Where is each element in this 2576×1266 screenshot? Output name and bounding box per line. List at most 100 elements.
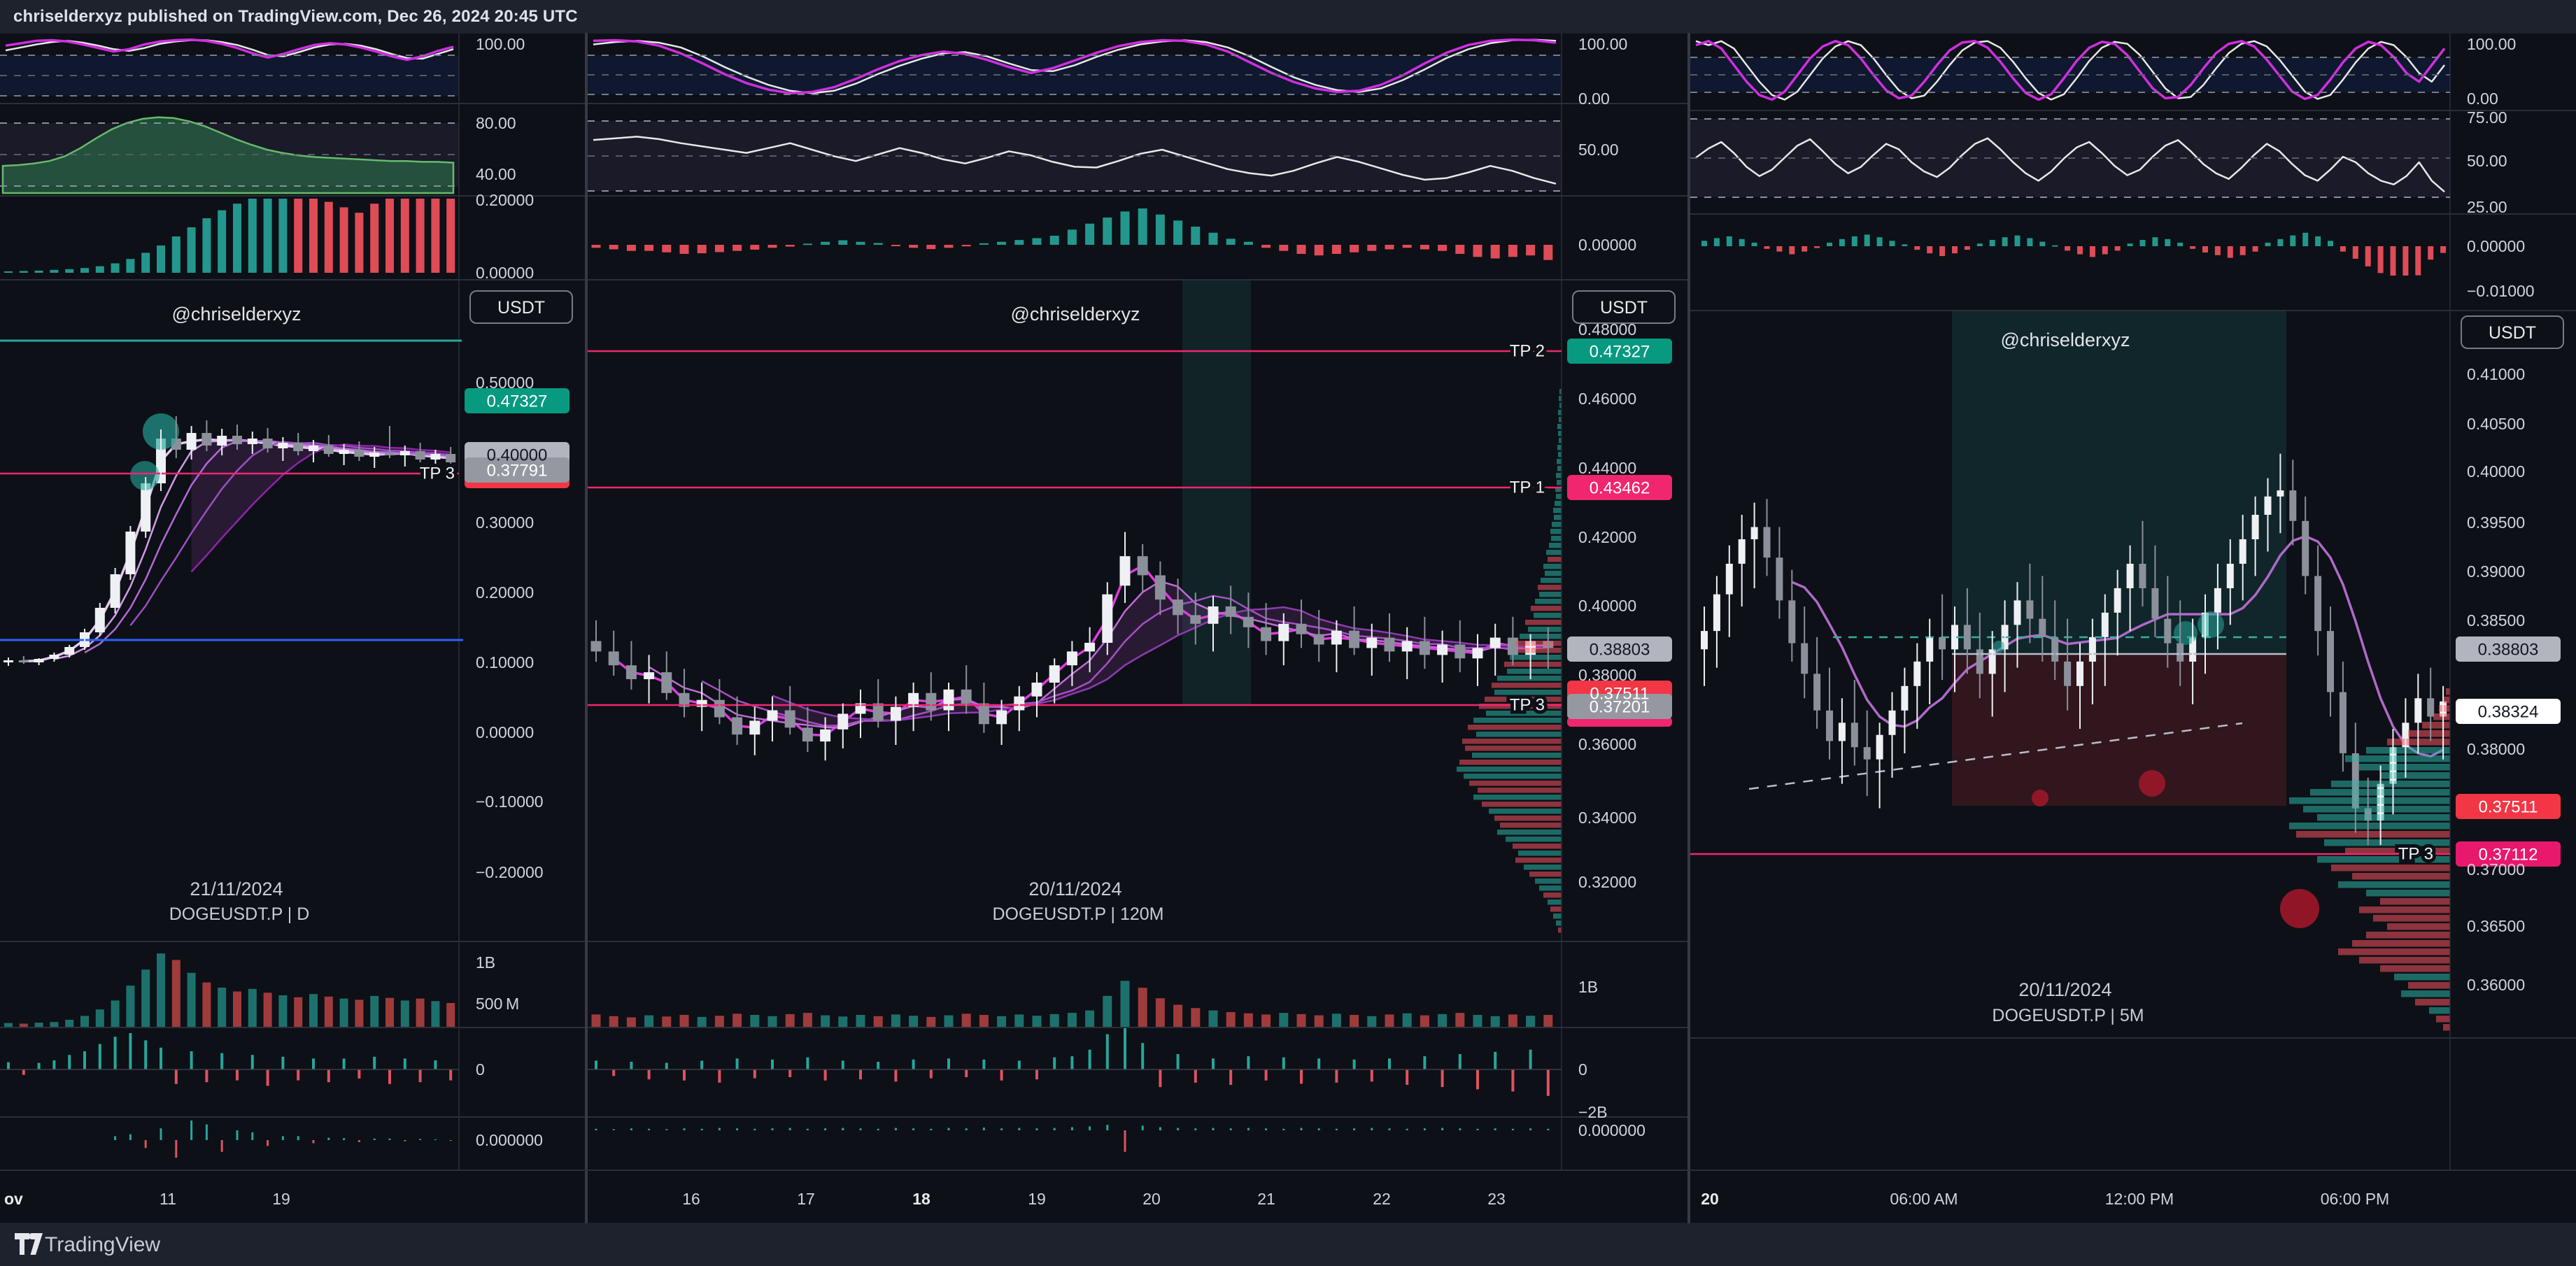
- cvd-bar: [297, 1136, 299, 1140]
- histogram-bar: [1032, 238, 1042, 245]
- volume-bar: [19, 1023, 28, 1027]
- histogram-bar: [2390, 246, 2396, 276]
- histogram-bar: [1851, 236, 1857, 246]
- histogram-bar: [446, 199, 455, 273]
- histogram-bar: [873, 243, 883, 245]
- profile-bar: [1500, 823, 1562, 828]
- histogram-bar: [1350, 245, 1359, 253]
- profile-bar: [1457, 767, 1562, 772]
- delta-bar: [1441, 1069, 1444, 1088]
- cvd-layer: [114, 1121, 452, 1158]
- volume-bar: [324, 996, 333, 1027]
- currency-button[interactable]: [469, 290, 573, 324]
- volume-bar: [750, 1015, 760, 1027]
- histogram-bar: [385, 199, 394, 273]
- delta-bar: [1229, 1069, 1233, 1085]
- cvd-bar: [1371, 1128, 1373, 1130]
- price-badge: [1567, 636, 1672, 662]
- volume-bar: [997, 1016, 1007, 1027]
- histogram-bar: [714, 245, 724, 253]
- volume-bar: [1049, 1013, 1059, 1027]
- cvd-bar: [648, 1128, 651, 1130]
- delta-bar: [1529, 1049, 1532, 1070]
- price-badge-value: 0.40000: [487, 446, 548, 465]
- delta-bar: [788, 1069, 792, 1077]
- volume-bar: [111, 1000, 120, 1027]
- profile-bar: [1497, 676, 1562, 681]
- delta-bar: [190, 1051, 193, 1069]
- panel-divider: [585, 33, 588, 1223]
- time-axis-label: 20: [1701, 1190, 1719, 1208]
- profile-bar: [2331, 865, 2450, 872]
- histogram-bar: [1739, 239, 1745, 246]
- time-axis-label: 06:00 PM: [2321, 1190, 2389, 1208]
- time-axis-label: 11: [160, 1190, 176, 1208]
- delta-bar: [859, 1069, 862, 1080]
- cvd-bar: [788, 1128, 791, 1130]
- currency-button[interactable]: [2461, 315, 2564, 349]
- histogram-bar: [50, 269, 59, 273]
- cvd-bar: [1194, 1128, 1197, 1130]
- price-badge: [2456, 636, 2561, 662]
- histogram-bar: [2239, 246, 2246, 255]
- currency-button-label[interactable]: USDT: [1600, 298, 1648, 318]
- time-axis-label: 20: [1142, 1190, 1161, 1208]
- histogram-bar: [2328, 241, 2333, 246]
- histogram-bar: [2165, 239, 2171, 246]
- currency-button[interactable]: [1572, 290, 1676, 324]
- histogram-bar: [431, 199, 440, 273]
- delta-bar: [1511, 1069, 1515, 1092]
- volume-bar: [1473, 1015, 1482, 1027]
- price-axis-label: 0.42000: [1578, 528, 1636, 546]
- volume-bar: [1103, 995, 1112, 1027]
- volume-bar: [1490, 1016, 1500, 1027]
- profile-bar: [1555, 487, 1562, 492]
- delta-bar: [129, 1033, 132, 1069]
- histogram-bar: [679, 245, 689, 254]
- delta-bar: [595, 1060, 597, 1069]
- histogram-bar: [821, 241, 830, 245]
- time-axis-label: 18: [912, 1190, 930, 1208]
- histogram-bar: [1191, 227, 1201, 245]
- profile-bar: [1554, 515, 1562, 520]
- chart-panel-h2: [588, 33, 1687, 1223]
- profile-bar: [2303, 806, 2450, 813]
- profile-bar: [1550, 529, 1562, 534]
- watermark-symbol: DOGEUSDT.P | D: [169, 904, 310, 924]
- osc2-white-line: [593, 136, 1557, 185]
- profile-bar: [1543, 564, 1562, 569]
- tp-label: TP 3: [420, 464, 455, 483]
- profile-bar: [2338, 881, 2450, 888]
- delta-bar: [735, 1058, 739, 1070]
- time-axis[interactable]: [588, 1170, 1687, 1223]
- histogram-bar: [218, 210, 227, 273]
- histogram-bar: [2027, 238, 2033, 246]
- volume-bar: [1314, 1015, 1324, 1027]
- currency-button-label[interactable]: USDT: [497, 298, 545, 318]
- profile-bar: [1482, 802, 1562, 807]
- time-axis[interactable]: [0, 1170, 585, 1223]
- tradingview-brand-text[interactable]: TradingView: [45, 1233, 161, 1256]
- volume-bar: [1331, 1013, 1341, 1027]
- volume-bar: [714, 1016, 724, 1027]
- profile-bar: [2380, 772, 2450, 779]
- histogram-bar: [1964, 246, 1970, 250]
- currency-button-label[interactable]: USDT: [2489, 323, 2536, 343]
- price-badge: [465, 457, 569, 483]
- delta-bar: [281, 1056, 285, 1069]
- cvd-bar: [281, 1136, 284, 1140]
- cvd-bar: [630, 1128, 632, 1130]
- volume-bar: [1138, 988, 1147, 1027]
- profile-bar: [2401, 990, 2450, 997]
- price-badge: [1567, 694, 1672, 719]
- delta-bar: [965, 1069, 968, 1077]
- histogram-bar: [1120, 211, 1130, 245]
- cvd-bar: [1035, 1128, 1038, 1130]
- histogram-bar: [1014, 240, 1024, 245]
- price-badge-value: 0.37791: [487, 462, 548, 481]
- osc2-white-line: [1695, 137, 2445, 193]
- price-badge-value: 0.37511: [2479, 798, 2538, 817]
- histogram-bar: [2252, 246, 2258, 252]
- histogram-bar: [187, 227, 196, 273]
- histogram-bar: [2114, 246, 2121, 251]
